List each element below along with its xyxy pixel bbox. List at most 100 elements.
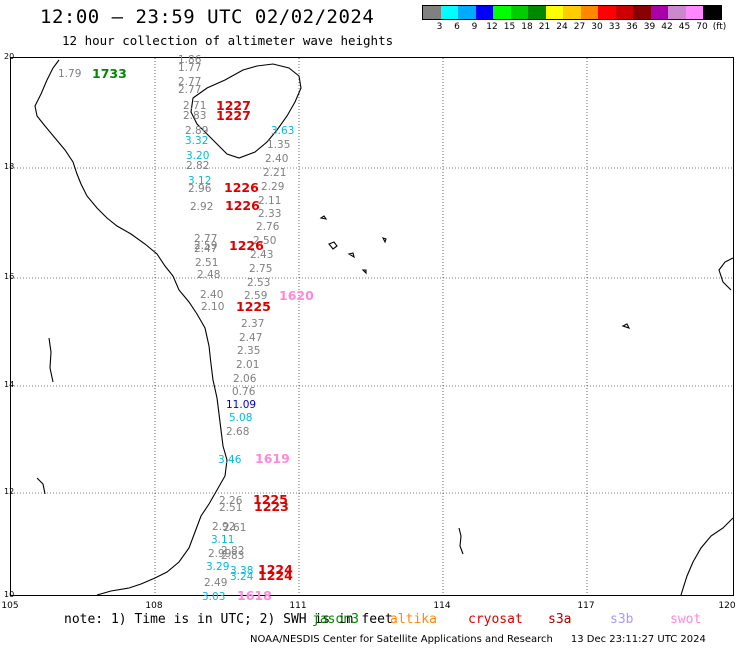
paracel-islet-3 bbox=[347, 252, 355, 259]
legend-swatch bbox=[650, 6, 668, 19]
wave-height-label: 2.33 bbox=[258, 208, 282, 220]
legend-swatch bbox=[423, 6, 441, 19]
wave-height-label: 1227 bbox=[216, 108, 251, 123]
vietnam-coastline bbox=[34, 59, 228, 595]
wave-height-label: 2.89 bbox=[185, 125, 209, 137]
wave-height-label: 2.77 bbox=[178, 76, 202, 88]
legend-swatch bbox=[668, 6, 686, 19]
footnote: note: 1) Time is in UTC; 2) SWH is in fe… bbox=[64, 612, 393, 627]
wave-height-label: 3.63 bbox=[271, 125, 295, 137]
legend-swatch bbox=[598, 6, 616, 19]
legend-label: 27 bbox=[573, 22, 586, 32]
legend-labels: 3 6 9 12 15 18 21 24 27 30 33 36 39 42 45 70 (ft) bbox=[422, 20, 727, 34]
lon-label-117: 117 bbox=[577, 601, 595, 611]
wave-height-label: 2.21 bbox=[263, 167, 287, 179]
legend-label: 39 bbox=[643, 22, 656, 32]
wave-height-label: 1.86 bbox=[178, 54, 202, 66]
chart-title: 12:00 — 23:59 UTC 02/02/2024 bbox=[40, 6, 375, 28]
wave-height-label: 2.92 bbox=[212, 521, 236, 533]
legend-label: (ft) bbox=[712, 22, 727, 32]
wave-height-label: 2.06 bbox=[233, 373, 257, 385]
wave-height-label: 2.47 bbox=[194, 243, 218, 255]
wave-height-label: 2.48 bbox=[197, 269, 221, 281]
wave-height-legend: 3 6 9 12 15 18 21 24 27 30 33 36 39 42 45 70 (ft) bbox=[422, 5, 727, 34]
wave-height-label: 1226 bbox=[229, 238, 264, 253]
wave-height-label: 2.11 bbox=[258, 195, 282, 207]
wave-height-label: 3.29 bbox=[206, 561, 230, 573]
wave-height-label: 2.77 bbox=[178, 84, 202, 96]
legend-swatch bbox=[458, 6, 476, 19]
graticule bbox=[11, 58, 733, 595]
wave-height-label: 1226 bbox=[225, 198, 260, 213]
wave-height-label: 1223 bbox=[254, 499, 289, 514]
lon-label-108: 108 bbox=[145, 601, 163, 611]
wave-height-label: 1224 bbox=[258, 568, 293, 583]
lat-label-20: 20 bbox=[4, 52, 15, 61]
lat-label-18: 18 bbox=[4, 162, 15, 171]
legend-swatch bbox=[440, 6, 458, 19]
wave-height-label: 2.68 bbox=[226, 426, 250, 438]
wave-height-label: 2.61 bbox=[223, 522, 247, 534]
legend-swatch bbox=[528, 6, 546, 19]
wave-height-label: 2.51 bbox=[195, 257, 219, 269]
satellite-s3a: s3a bbox=[548, 612, 572, 627]
wave-height-label: 3.24 bbox=[230, 571, 254, 583]
wave-height-label: 2.96 bbox=[188, 183, 212, 195]
hainan-island bbox=[190, 63, 302, 159]
map-frame bbox=[10, 57, 734, 596]
legend-label: 3 bbox=[436, 22, 443, 32]
legend-label: 6 bbox=[454, 22, 460, 32]
wave-height-label: 2.43 bbox=[250, 249, 274, 261]
wave-height-label: 2.82 bbox=[186, 160, 210, 172]
legend-label: 30 bbox=[591, 22, 603, 32]
footer: NOAA/NESDIS Center for Satellite Applica… bbox=[250, 634, 706, 645]
wave-height-label: 11.09 bbox=[226, 399, 257, 411]
wave-height-label: 2.71 bbox=[183, 100, 207, 112]
islet-west-2 bbox=[36, 477, 46, 495]
wave-height-label: 1226 bbox=[224, 180, 259, 195]
satellite-swot: swot bbox=[670, 612, 702, 627]
wave-height-label: 2.50 bbox=[253, 235, 277, 247]
legend-swatch bbox=[545, 6, 563, 19]
wave-height-label: 3.32 bbox=[185, 135, 209, 147]
legend-swatch bbox=[563, 6, 581, 19]
lat-label-16: 16 bbox=[4, 272, 15, 281]
satellite-cryosat: cryosat bbox=[468, 612, 523, 627]
footer-timestamp: 13 Dec 23:11:27 UTC 2024 bbox=[570, 634, 706, 645]
wave-height-label: 2.77 bbox=[194, 233, 218, 245]
lon-label-111: 111 bbox=[289, 601, 307, 611]
legend-swatch bbox=[475, 6, 493, 19]
lat-label-12: 12 bbox=[4, 487, 15, 496]
chart-subtitle: 12 hour collection of altimeter wave hei… bbox=[62, 33, 394, 48]
legend-swatch bbox=[493, 6, 511, 19]
paracel-islet-5 bbox=[361, 269, 367, 275]
legend-swatches bbox=[422, 5, 722, 20]
legend-label: 36 bbox=[626, 22, 638, 32]
wave-height-label: 0.76 bbox=[232, 386, 256, 398]
wave-height-label: 2.37 bbox=[241, 318, 265, 330]
wave-height-label: 2.76 bbox=[256, 221, 280, 233]
wave-height-label: 2.83 bbox=[183, 110, 207, 122]
legend-label: 33 bbox=[608, 22, 621, 32]
wave-height-label: 1225 bbox=[236, 299, 271, 314]
wave-height-label: 1227 bbox=[216, 98, 251, 113]
islet-s bbox=[458, 527, 464, 555]
wave-height-label: 3.46 bbox=[218, 454, 242, 466]
legend-label: 45 bbox=[678, 22, 691, 32]
legend-swatch bbox=[510, 6, 528, 19]
map-svg bbox=[11, 58, 733, 595]
wave-height-label: 3.20 bbox=[186, 150, 210, 162]
wave-height-label: 1225 bbox=[253, 492, 288, 507]
wave-height-label: 3.12 bbox=[188, 175, 212, 187]
legend-label: 24 bbox=[556, 22, 568, 32]
wave-height-label: 3.11 bbox=[211, 534, 235, 546]
satellite-altika: altika bbox=[390, 612, 437, 627]
lon-label-105: 105 bbox=[1, 601, 19, 611]
wave-height-label: 1.77 bbox=[178, 62, 202, 74]
coastlines bbox=[34, 59, 733, 595]
lat-label-10: 10 bbox=[4, 590, 15, 599]
wave-height-label: 2.26 bbox=[219, 495, 243, 507]
satellite-s3b: s3b bbox=[610, 612, 634, 627]
legend-label: 9 bbox=[471, 22, 478, 32]
legend-swatch bbox=[685, 6, 703, 19]
